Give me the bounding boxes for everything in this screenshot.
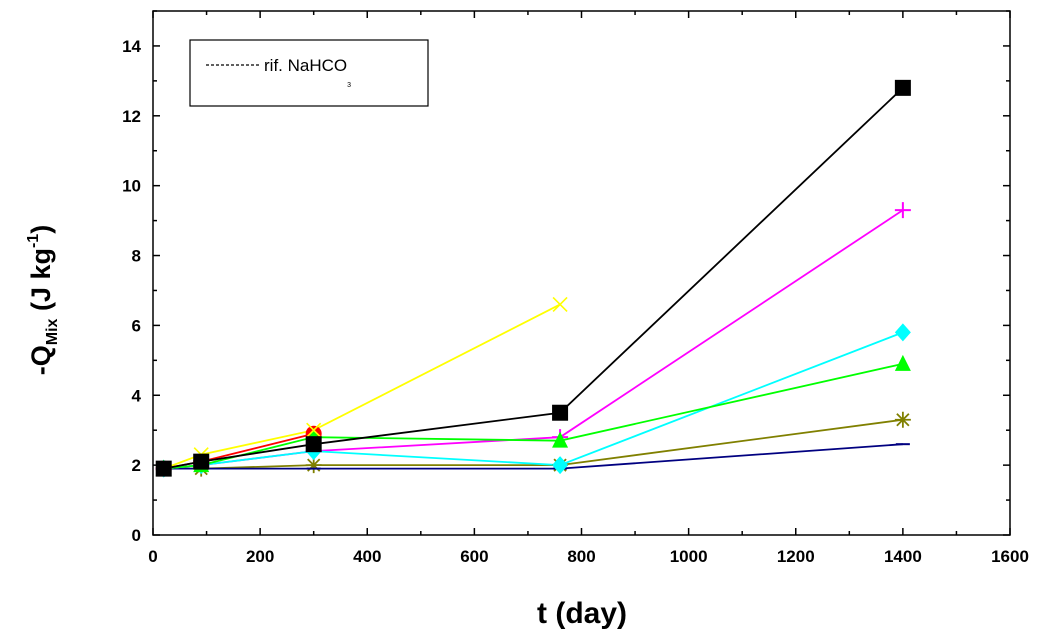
series-markers-0 [155, 79, 911, 477]
marker-asterisk [894, 411, 911, 428]
series-markers-2 [155, 323, 911, 478]
axes-layer: 0 200 400 600 800 1000 1200 1400 1600 0 2 4 6 8 10 12 14 [122, 10, 1029, 566]
marker-square [193, 453, 210, 470]
y-tick-label: 12 [122, 107, 141, 126]
marker-diamond [552, 456, 569, 475]
x-tick-label: 1200 [777, 547, 815, 566]
x-tick-label: 400 [353, 547, 381, 566]
series-line-6 [163, 432, 314, 470]
series-line [163, 87, 904, 470]
x-tick-label: 200 [246, 547, 274, 566]
series-line-7 [163, 303, 561, 470]
legend: rif. NaHCO3 [189, 39, 429, 107]
x-tick-label: 1000 [670, 547, 708, 566]
x-tick-label: 1400 [884, 547, 922, 566]
series-line-0 [163, 87, 904, 470]
marker-square [894, 79, 911, 96]
series-line [163, 209, 904, 470]
legend-box [189, 39, 429, 107]
series-layer [155, 79, 911, 478]
x-tick-label: 1600 [991, 547, 1029, 566]
marker-square [155, 460, 172, 477]
series-line [163, 331, 904, 470]
series-line [163, 303, 561, 470]
x-tick-label: 0 [148, 547, 157, 566]
y-tick-label: 2 [132, 456, 141, 475]
marker-plus [894, 202, 911, 219]
marker-x [552, 296, 568, 313]
y-tick-label: 0 [132, 526, 141, 545]
x-axis-title: t (day) [537, 597, 627, 630]
series-line-1 [163, 209, 904, 470]
marker-triangle [552, 431, 569, 448]
series-markers-1 [155, 202, 911, 477]
y-tick-label: 10 [122, 177, 141, 196]
marker-square [305, 436, 322, 453]
legend-entry-label: rif. NaHCO3 [264, 56, 351, 89]
y-tick-label: 8 [132, 247, 141, 266]
series-line [163, 432, 314, 470]
y-tick-label: 6 [132, 316, 141, 335]
series-line-2 [163, 331, 904, 470]
marker-x [306, 422, 322, 438]
marker-asterisk [305, 457, 322, 474]
y-tick-label: 4 [132, 386, 142, 405]
x-tick-label: 600 [460, 547, 488, 566]
marker-square [552, 404, 569, 421]
y-tick-label: 14 [122, 37, 141, 56]
x-tick-label: 800 [567, 547, 595, 566]
marker-triangle [894, 354, 911, 371]
marker-diamond [894, 323, 911, 342]
y-axis-title: -QMix (J kg-1) [25, 225, 61, 375]
